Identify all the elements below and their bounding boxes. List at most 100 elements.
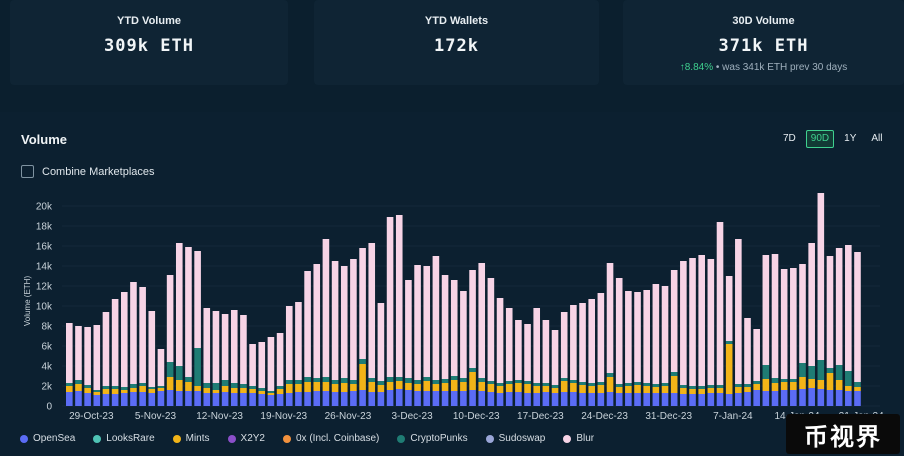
bar-opensea — [670, 393, 678, 406]
bar-blur — [771, 254, 779, 378]
bar-opensea — [93, 395, 101, 406]
bar-mints — [130, 388, 137, 392]
bar-blur — [670, 270, 678, 372]
bar-cryptopunks — [560, 378, 568, 381]
bar-mints — [240, 388, 247, 393]
bar-opensea — [735, 393, 742, 406]
y-tick-label: 16k — [36, 242, 53, 253]
legend-label: OpenSea — [33, 433, 76, 444]
bar-opensea — [75, 391, 82, 406]
legend-item[interactable]: CryptoPunks — [397, 433, 468, 444]
bar-mints — [175, 380, 183, 391]
x-tick-label: 19-Nov-23 — [260, 411, 307, 422]
bar-mints — [460, 382, 467, 391]
bar-opensea — [386, 390, 394, 406]
bar-mints — [166, 377, 174, 390]
bar-blur — [331, 261, 339, 380]
bar-blur — [304, 271, 311, 377]
bar-cryptopunks — [524, 381, 531, 384]
bar-mints — [615, 387, 623, 393]
bar-cryptopunks — [166, 362, 174, 377]
legend-item[interactable]: Mints — [172, 433, 210, 444]
x-tick-label: 3-Dec-23 — [392, 411, 434, 422]
bar-cryptopunks — [148, 387, 156, 389]
bar-mints — [340, 383, 348, 392]
y-tick-label: 2k — [41, 382, 53, 393]
bar-opensea — [258, 394, 266, 406]
legend-item[interactable]: Sudoswap — [485, 433, 546, 444]
bar-mints — [634, 385, 641, 393]
bar-blur — [322, 239, 330, 377]
bar-mints — [203, 388, 211, 393]
bar-blur — [414, 265, 421, 380]
legend-item[interactable]: X2Y2 — [227, 433, 265, 444]
bar-blur — [93, 325, 101, 390]
bar-blur — [716, 222, 724, 385]
legend-label: X2Y2 — [240, 433, 265, 444]
bar-mints — [368, 382, 376, 392]
bar-cryptopunks — [652, 384, 660, 387]
bar-mints — [854, 387, 861, 391]
combine-checkbox[interactable] — [21, 165, 34, 178]
bar-blur — [790, 268, 797, 379]
bar-mints — [524, 384, 531, 393]
bar-opensea — [487, 392, 495, 406]
bar-cryptopunks — [570, 380, 577, 383]
range-90d-button[interactable]: 90D — [805, 130, 835, 148]
bar-blur — [340, 266, 348, 378]
legend-label: Sudoswap — [498, 433, 546, 444]
bar-mints — [249, 389, 256, 393]
bar-mints — [359, 364, 366, 390]
bar-opensea — [542, 392, 550, 406]
bar-cryptopunks — [505, 381, 513, 384]
bar-opensea — [395, 389, 403, 406]
bar-opensea — [368, 392, 376, 406]
bar-blur — [441, 275, 449, 379]
bar-mints — [93, 392, 101, 395]
bar-opensea — [432, 391, 440, 406]
bar-blur — [111, 299, 119, 386]
bar-mints — [120, 390, 128, 393]
range-all-button[interactable]: All — [871, 133, 883, 144]
bar-mints — [304, 382, 311, 392]
legend-item[interactable]: OpenSea — [20, 433, 75, 444]
bar-blur — [130, 282, 137, 384]
legend-item[interactable]: LooksRare — [93, 433, 155, 444]
bar-cryptopunks — [139, 383, 146, 386]
bar-cryptopunks — [75, 380, 82, 384]
bar-mints — [478, 382, 486, 391]
bar-mints — [450, 380, 458, 391]
bar-cryptopunks — [377, 381, 385, 385]
bar-mints — [441, 383, 449, 391]
bar-cryptopunks — [285, 380, 293, 384]
bar-mints — [285, 384, 293, 393]
bar-blur — [120, 292, 128, 387]
bar-blur — [588, 299, 596, 383]
combine-marketplaces-toggle[interactable]: Combine Marketplaces — [21, 165, 155, 178]
legend-item[interactable]: Blur — [563, 433, 594, 444]
bar-mints — [185, 382, 192, 391]
bar-opensea — [313, 391, 321, 406]
x-tick-label: 24-Dec-23 — [581, 411, 628, 422]
bar-blur — [744, 318, 751, 384]
bar-blur — [524, 324, 531, 381]
bar-opensea — [698, 394, 705, 406]
bar-opensea — [799, 389, 806, 406]
bar-mints — [698, 389, 705, 394]
bar-opensea — [441, 391, 449, 406]
range-1y-button[interactable]: 1Y — [844, 133, 857, 144]
bar-cryptopunks — [689, 386, 696, 389]
bar-opensea — [185, 391, 192, 406]
bar-blur — [560, 312, 568, 378]
bar-blur — [395, 215, 403, 377]
bar-mints — [826, 373, 834, 390]
legend-item[interactable]: 0x (Incl. Coinbase) — [283, 433, 379, 444]
bar-mints — [533, 386, 541, 393]
bar-mints — [496, 386, 504, 393]
bar-opensea — [469, 390, 476, 406]
bar-cryptopunks — [588, 383, 596, 386]
bar-blur — [267, 337, 275, 391]
bar-blur — [139, 287, 146, 383]
range-7d-button[interactable]: 7D — [783, 133, 796, 144]
bar-cryptopunks — [579, 382, 586, 385]
